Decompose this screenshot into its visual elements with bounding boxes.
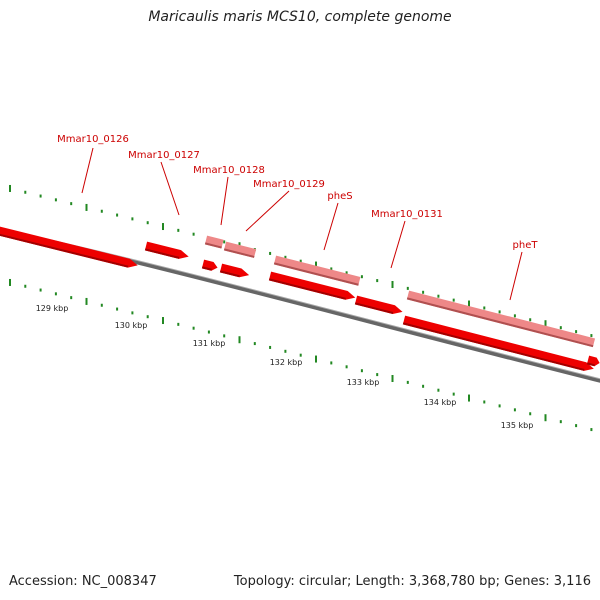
gene-label-g129: Mmar10_0129 — [253, 179, 325, 190]
gene-forward-arrow — [354, 295, 403, 314]
gene-label-pheS: pheS — [327, 191, 352, 202]
scale-label: 131 kbp — [193, 339, 226, 348]
gene-label-pheT: pheT — [513, 240, 539, 251]
accession-label: Accession: NC_008347 — [9, 574, 157, 589]
gene-label-g131: Mmar10_0131 — [371, 209, 443, 220]
gene-label-g128: Mmar10_0128 — [193, 165, 265, 176]
inner-tick-ring — [9, 278, 593, 432]
gene-forward-arrow — [219, 263, 250, 278]
gene-reverse-block — [223, 241, 257, 258]
scale-label: 135 kbp — [501, 421, 534, 430]
scale-labels: 129 kbp 130 kbp 131 kbp 132 kbp 133 kbp 134 k… — [36, 304, 534, 430]
scale-label: 134 kbp — [424, 398, 457, 407]
gene-forward-arrow — [201, 259, 218, 271]
gene-label-g127: Mmar10_0127 — [128, 150, 200, 161]
map-title: Maricaulis maris MCS10, complete genome — [148, 9, 452, 25]
callout-leader-line — [245, 190, 290, 232]
gene-reverse-block — [406, 290, 596, 348]
callout-leader-line — [509, 251, 523, 301]
outer-tick-ring — [9, 184, 593, 338]
gene-reverse-block — [273, 255, 361, 286]
scale-label: 133 kbp — [347, 378, 380, 387]
scale-label: 130 kbp — [115, 321, 148, 330]
genome-summary-label: Topology: circular; Length: 3,368,780 bp… — [233, 574, 591, 589]
scale-label: 132 kbp — [270, 358, 303, 367]
gene-reverse-block — [204, 235, 224, 249]
gene-label-g126: Mmar10_0126 — [57, 134, 129, 145]
gene-forward-arrow — [0, 225, 138, 268]
gene-forward-arrow — [586, 355, 600, 367]
gene-forward-arrow — [402, 315, 594, 371]
gene-features — [0, 225, 600, 371]
gene-callouts: Mmar10_0126 Mmar10_0127 Mmar10_0128 Mmar10_… — [57, 134, 539, 301]
callout-leader-line — [81, 147, 94, 194]
callout-leader-line — [220, 176, 229, 226]
callout-leader-line — [323, 202, 339, 251]
gene-forward-arrow — [268, 271, 356, 300]
gene-forward-arrow — [144, 241, 189, 259]
callout-leader-line — [160, 161, 180, 216]
callout-leader-line — [390, 220, 406, 269]
scale-label: 129 kbp — [36, 304, 69, 313]
